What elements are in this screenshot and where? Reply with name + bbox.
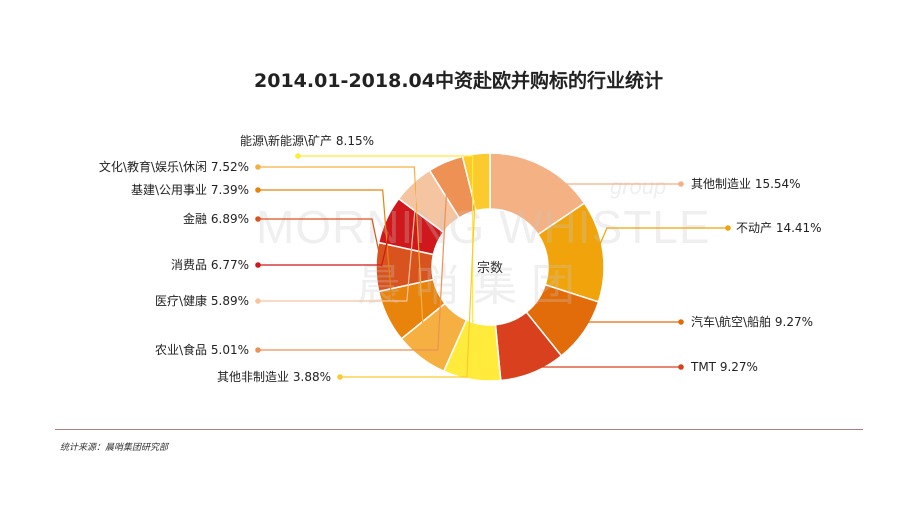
center-label: 宗数 (477, 260, 503, 276)
data-label: 能源\新能源\矿产 8.15% (240, 133, 374, 148)
leader-line (258, 218, 383, 268)
slice-value-label: 15.54% (751, 177, 801, 191)
slice-category-label: 基建\公用事业 (131, 183, 207, 197)
data-label: 文化\教育\娱乐\休闲 7.52% (99, 159, 249, 174)
slice-category-label: 医疗\健康 (155, 293, 207, 308)
watermark-chinese: 晨 哨 集 团 (357, 260, 575, 311)
slice-category-label: 文化\教育\娱乐\休闲 (99, 159, 207, 174)
data-label: 汽车\航空\船舶 9.27% (691, 314, 813, 329)
leader-line (340, 159, 478, 378)
slice-value-label: 5.01% (207, 343, 249, 357)
leader-line (258, 187, 418, 302)
slice-category-label: TMT (690, 360, 717, 374)
leader-dot (255, 262, 261, 268)
slice-category-label: 金融 (183, 211, 207, 226)
footer-divider (55, 429, 863, 430)
slice-category-label: 消费品 (171, 258, 207, 272)
data-labels: 其他制造业 15.54%不动产 14.41%汽车\航空\船舶 9.27%TMT … (99, 133, 822, 384)
slice-value-label: 3.88% (289, 370, 331, 384)
leader-dot (255, 164, 261, 170)
slice-category-label: 能源\新能源\矿产 (240, 133, 332, 148)
slice-value-label: 8.15% (332, 134, 374, 148)
leader-line (258, 167, 449, 351)
data-label: 消费品 6.77% (171, 258, 249, 272)
slice-value-label: 9.27% (716, 360, 758, 374)
slice-category-label: 其他非制造业 (217, 370, 289, 384)
slice-value-label: 14.41% (772, 221, 822, 235)
leader-dot (725, 225, 731, 231)
data-label: 其他非制造业 3.88% (217, 370, 331, 384)
watermark-latin: MORNING WHISTLE (256, 201, 711, 253)
leader-line (258, 166, 425, 353)
watermark-group-text: group (610, 174, 666, 199)
leader-dot (255, 187, 261, 193)
slice-value-label: 7.52% (207, 160, 249, 174)
data-label: 农业\食品 5.01% (155, 342, 249, 357)
data-label: 医疗\健康 5.89% (155, 293, 249, 308)
data-label: 金融 6.89% (183, 211, 249, 226)
leader-line (596, 227, 726, 252)
leader-dot (337, 374, 343, 380)
leader-dot (678, 181, 684, 187)
chart-title: 2014.01-2018.04中资赴欧并购标的行业统计 (254, 70, 663, 92)
leader-dot (295, 153, 301, 159)
data-label: 其他制造业 15.54% (691, 177, 801, 191)
slice-category-label: 其他制造业 (691, 177, 751, 191)
leader-line (540, 171, 680, 185)
data-label: 不动产 14.41% (736, 221, 822, 235)
slice-value-label: 7.39% (207, 183, 249, 197)
slice-category-label: 不动产 (736, 221, 772, 235)
leader-dot (255, 347, 261, 353)
watermark: MORNING WHISTLE group 晨 哨 集 团 (256, 174, 711, 311)
leader-line (578, 321, 680, 329)
leader-line (258, 189, 394, 314)
data-label: TMT 9.27% (690, 360, 758, 374)
leader-dot (678, 364, 684, 370)
data-label: 基建\公用事业 7.39% (131, 183, 249, 197)
slice-category-label: 汽车\航空\船舶 (691, 314, 771, 329)
leader-dot (255, 216, 261, 222)
slice-value-label: 6.77% (207, 258, 249, 272)
leader-dot (255, 298, 261, 304)
slice-category-label: 农业\食品 (155, 342, 207, 357)
slice-value-label: 9.27% (771, 315, 813, 329)
leader-dot (678, 319, 684, 325)
source-note: 统计来源：晨哨集团研究部 (60, 443, 169, 453)
slice-value-label: 5.89% (207, 294, 249, 308)
leader-line (298, 155, 474, 374)
leader-line (258, 221, 393, 266)
donut-slices (375, 152, 605, 382)
slice-value-label: 6.89% (207, 212, 249, 226)
